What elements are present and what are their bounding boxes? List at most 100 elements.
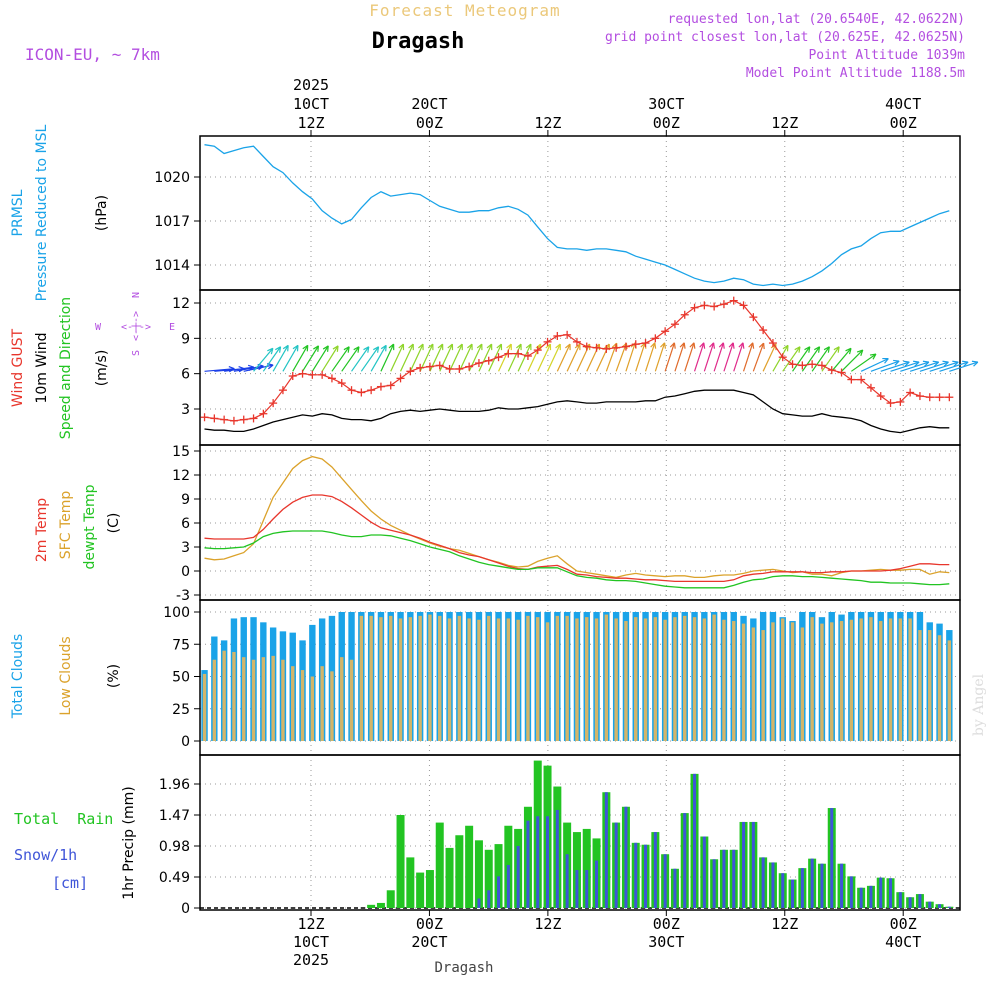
snow-bar (585, 870, 589, 908)
wind-gust-point (249, 414, 258, 423)
wind-gust-point (308, 370, 317, 379)
low-clouds-bar (604, 614, 609, 741)
rain-bar (572, 832, 581, 908)
rain-bar (445, 847, 454, 908)
low-clouds-bar (761, 630, 765, 741)
snow-bar (683, 813, 687, 908)
snow-bar (869, 885, 873, 908)
low-clouds-bar (908, 618, 912, 741)
low-clouds-bar (702, 618, 707, 741)
snow-bar (859, 887, 863, 908)
snow-bar (604, 792, 608, 908)
low-clouds-bar (781, 618, 785, 741)
low-clouds-bar (624, 621, 628, 741)
location-title: Dragash (372, 29, 465, 54)
wind-panel: 3 6 9 12 (172, 289, 979, 446)
wind-direction-arrow (782, 346, 801, 372)
wind-direction-arrow (390, 343, 405, 372)
wind-gust-point (778, 353, 787, 362)
wind-direction-arrow (292, 344, 309, 372)
grid-point-coords: grid point closest lon,lat (20.625E, 42.… (605, 30, 965, 45)
wind-gust-point (876, 392, 885, 401)
prmsl-line (204, 144, 950, 287)
wind-direction-arrow (929, 360, 959, 372)
wind-gust-point (827, 366, 836, 375)
low-clouds-bar (467, 618, 471, 741)
rain-bar (435, 822, 444, 908)
wind-gust-point (523, 352, 532, 360)
compass-arrow-horizontal: <-|-> (121, 322, 151, 333)
sfc-temp-line (204, 455, 950, 579)
wind-gust-point (269, 399, 278, 408)
clouds-ytick-label: 75 (172, 637, 190, 653)
wind-gust-point (318, 370, 327, 379)
label-percent: (%) (106, 664, 122, 688)
low-clouds-bar (418, 615, 422, 741)
wind-gust-point (808, 360, 817, 369)
low-clouds-bar (536, 617, 540, 741)
wind-gust-point (690, 303, 699, 312)
wind-direction-arrow (821, 346, 840, 372)
low-clouds-bar (496, 618, 501, 741)
low-clouds-bar (477, 619, 481, 741)
wind-gust-point (680, 310, 689, 319)
wind-direction-arrow (909, 360, 940, 372)
low-clouds-bar (310, 676, 315, 741)
wind-gust-line (204, 299, 950, 422)
wind-gust-point (533, 346, 542, 355)
wind-direction-arrow (527, 343, 542, 372)
wind-ytick-label: 12 (172, 296, 190, 312)
wind-gust-point (602, 344, 611, 353)
wind-gust-point (906, 388, 915, 397)
wind-gust-point (465, 362, 474, 371)
temp-ytick-label: 9 (181, 492, 190, 508)
snow-bar (742, 821, 746, 908)
wind-direction-arrow (772, 344, 789, 372)
wind-direction-arrow (654, 342, 667, 372)
snow-bar (702, 836, 706, 908)
snow-bar (810, 858, 814, 908)
wind-direction-arrow (919, 360, 949, 372)
clouds-ytick-label: 0 (181, 734, 190, 750)
snow-bar (546, 816, 550, 908)
low-clouds-bar (545, 622, 550, 741)
snow-bar (506, 864, 510, 908)
wind-gust-point (347, 386, 356, 395)
low-clouds-bar (261, 657, 266, 741)
low-clouds-bar (487, 615, 491, 741)
wind-gust-point (416, 363, 425, 372)
wind-direction-arrow (321, 345, 339, 372)
bottom-time-label: 40CT (885, 933, 921, 951)
wind-gust-point (866, 383, 875, 392)
snow-bar (487, 890, 491, 908)
snow-bar (712, 859, 716, 908)
wind-gust-point (592, 343, 601, 352)
precip-ytick-label: 0 (181, 901, 190, 917)
wind-direction-arrow (546, 343, 561, 372)
snow-bar (889, 878, 893, 908)
low-clouds-bar (879, 621, 883, 741)
precip-ytick-label: 0.98 (159, 839, 190, 855)
top-time-label: 00Z (653, 114, 680, 132)
wind-direction-arrow (693, 342, 706, 372)
label-snow: Snow/1h (14, 846, 77, 864)
pressure-panel: 1014 1017 1020 (154, 135, 961, 291)
label-precip-axis: 1hr Precip (mm) (121, 786, 137, 899)
low-clouds-bar (771, 622, 775, 741)
top-time-label: 12Z (534, 114, 561, 132)
low-clouds-bar (928, 630, 932, 741)
wind-gust-point (484, 356, 493, 365)
snow-bar (928, 901, 932, 908)
rain-bar (474, 840, 483, 908)
snow-bar (800, 868, 804, 908)
rain-bar (396, 815, 405, 908)
top-time-label: 40CT (885, 95, 921, 113)
wind-gust-point (925, 393, 934, 402)
wind-gust-point (220, 415, 229, 424)
bottom-time-label: 10CT (293, 933, 329, 951)
label-prmsl: PRMSL (10, 189, 26, 236)
model-altitude: Model Point Altitude 1188.5m (746, 66, 965, 81)
low-clouds-bar (202, 673, 207, 741)
wind-direction-arrow (792, 346, 811, 372)
